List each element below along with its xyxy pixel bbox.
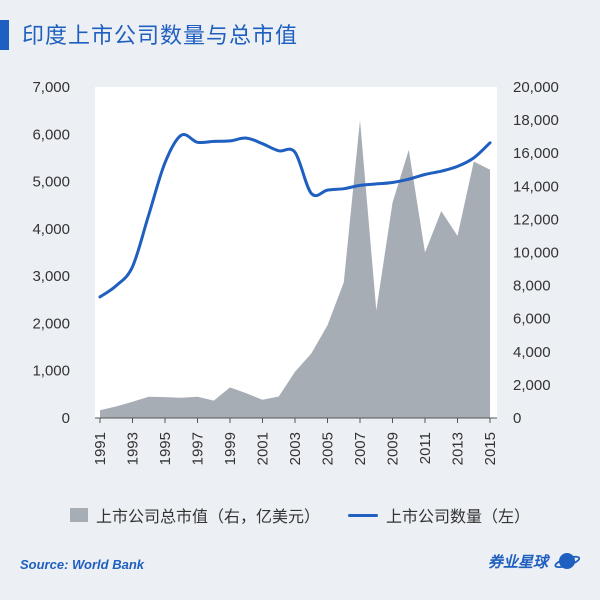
right-axis-tick-label: 12,000 — [513, 211, 559, 228]
x-axis-tick-label: 2003 — [287, 432, 304, 465]
brand-name: 券业星球 — [487, 552, 548, 571]
left-axis-tick-label: 4,000 — [32, 221, 70, 238]
legend-label-market-cap: 上市公司总市值（右，亿美元） — [95, 507, 320, 526]
right-axis-tick-label: 6,000 — [513, 311, 551, 328]
left-axis-tick-label: 6,000 — [32, 126, 70, 143]
x-axis-tick-label: 2005 — [320, 432, 337, 465]
x-axis-tick-label: 2007 — [352, 432, 369, 465]
right-axis-tick-label: 14,000 — [513, 178, 559, 195]
x-axis-tick-label: 2009 — [385, 432, 402, 465]
left-axis-tick-label: 2,000 — [32, 315, 70, 332]
source-note: Source: World Bank — [20, 557, 145, 572]
left-axis-tick-label: 7,000 — [32, 79, 70, 96]
x-axis-tick-label: 1997 — [190, 432, 207, 465]
left-axis-tick-label: 3,000 — [32, 268, 70, 285]
right-axis-tick-label: 16,000 — [513, 145, 559, 162]
x-axis-tick-label: 1993 — [125, 432, 142, 465]
x-axis-tick-label: 2015 — [482, 432, 499, 465]
right-axis-tick-label: 0 — [513, 410, 521, 427]
right-axis-tick-label: 8,000 — [513, 278, 551, 295]
right-axis-tick-label: 20,000 — [513, 79, 559, 96]
right-axis-tick-label: 18,000 — [513, 112, 559, 129]
x-axis-tick-label: 1991 — [92, 432, 109, 465]
title-accent-bar — [0, 20, 9, 50]
planet-icon — [554, 553, 580, 569]
right-axis-tick-label: 10,000 — [513, 245, 559, 262]
legend-swatch-area — [69, 508, 88, 522]
series-market-cap-area — [100, 120, 490, 418]
legend-swatch-line — [348, 513, 378, 517]
x-axis-tick-label: 1995 — [157, 432, 174, 465]
left-axis-tick-label: 0 — [62, 410, 70, 427]
left-axis-tick-label: 5,000 — [32, 174, 70, 191]
legend-item-company-count: 上市公司数量（左） — [348, 503, 530, 527]
left-axis-tick-label: 1,000 — [32, 363, 70, 380]
page-title: 印度上市公司数量与总市值 — [22, 24, 299, 49]
legend: 上市公司总市值（右，亿美元） 上市公司数量（左） — [0, 503, 600, 527]
x-axis-tick-label: 2013 — [450, 432, 467, 465]
chart: 0 1,000 2,000 3,000 4,000 5,000 6,000 7,000 0 2,0… — [32, 79, 559, 465]
x-axis-tick-label: 1999 — [222, 432, 239, 465]
right-axis-tick-label: 2,000 — [513, 377, 551, 394]
right-axis-tick-label: 4,000 — [513, 344, 551, 361]
x-axis-tick-label: 2001 — [255, 432, 272, 465]
legend-label-company-count: 上市公司数量（左） — [386, 507, 531, 526]
legend-item-market-cap: 上市公司总市值（右，亿美元） — [69, 503, 320, 527]
x-axis-tick-label: 2011 — [417, 432, 434, 464]
brand-logo: 券业星球 — [488, 550, 580, 572]
series-company-count-line — [98, 132, 492, 299]
